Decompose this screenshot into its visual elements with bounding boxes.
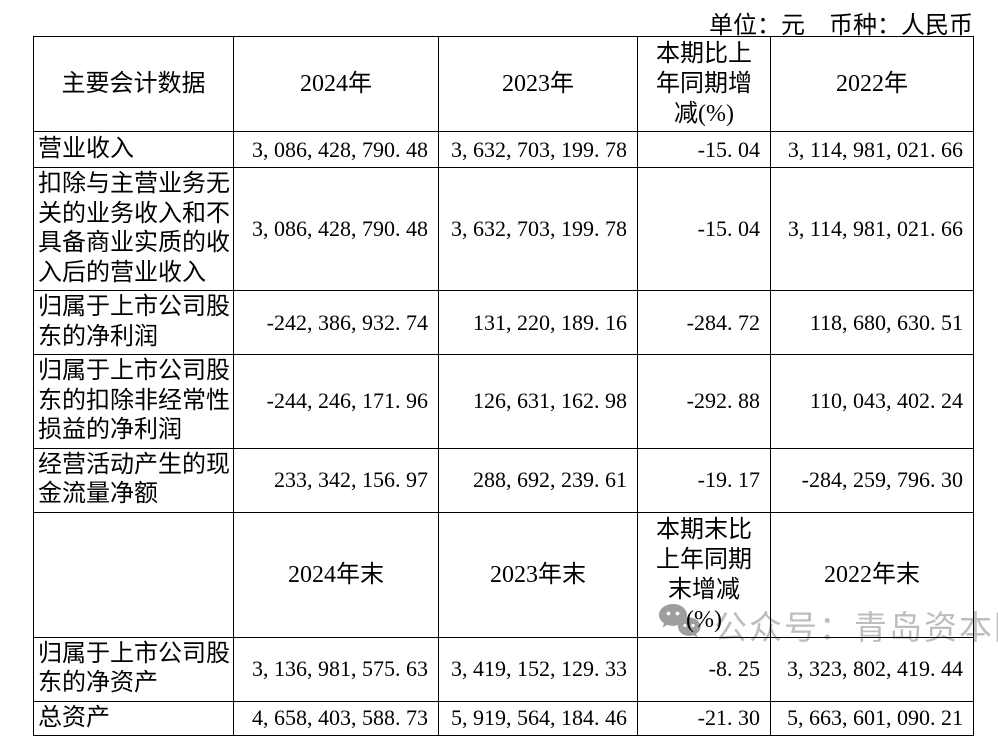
header-2024: 2024年 xyxy=(233,36,439,132)
row-label: 归属于上市公司股东的净利润 xyxy=(33,290,234,356)
value-yoy-pct: -15. 04 xyxy=(637,131,771,168)
row-label: 经营活动产生的现金流量净额 xyxy=(33,447,234,513)
value-yoy-pct: -15. 04 xyxy=(637,166,771,292)
table-header-row-period-end: 2024年末 2023年末 本期末比上年同期末增减(%) 2022年末 xyxy=(33,511,974,638)
unit-currency-note: 单位：元 币种：人民币 xyxy=(709,13,973,39)
header-yoy-change: 本期比上年同期增减(%) xyxy=(637,36,771,132)
value-2022-end: 5, 663, 601, 090. 21 xyxy=(770,700,974,736)
value-2023: 288, 692, 239. 61 xyxy=(438,447,638,513)
row-label: 归属于上市公司股东的净资产 xyxy=(33,636,234,702)
value-2022: 3, 114, 981, 021. 66 xyxy=(770,131,974,168)
row-label: 总资产 xyxy=(33,700,234,736)
table-row-total-assets: 总资产 4, 658, 403, 588. 73 5, 919, 564, 18… xyxy=(33,700,974,736)
header-2024-end: 2024年末 xyxy=(233,511,439,638)
table-row-net-profit: 归属于上市公司股东的净利润 -242, 386, 932. 74 131, 22… xyxy=(33,290,974,356)
row-label: 归属于上市公司股东的扣除非经常性损益的净利润 xyxy=(33,354,234,449)
table-row-operating-cashflow: 经营活动产生的现金流量净额 233, 342, 156. 97 288, 692… xyxy=(33,447,974,513)
document-page: { "page": { "unit_line": "单位：元 币种：人民币" }… xyxy=(33,13,998,736)
value-yoy-pct: -19. 17 xyxy=(637,447,771,513)
header-2023-end: 2023年末 xyxy=(438,511,638,638)
value-2024: -242, 386, 932. 74 xyxy=(233,290,439,356)
value-2022: 3, 114, 981, 021. 66 xyxy=(770,166,974,292)
header-main-indicators: 主要会计数据 xyxy=(33,36,234,132)
value-2024: 3, 086, 428, 790. 48 xyxy=(233,131,439,168)
value-2022: 118, 680, 630. 51 xyxy=(770,290,974,356)
value-2022: -284, 259, 796. 30 xyxy=(770,447,974,513)
value-2023: 126, 631, 162. 98 xyxy=(438,354,638,449)
row-label: 扣除与主营业务无关的业务收入和不具备商业实质的收入后的营业收入 xyxy=(33,166,234,292)
table-row-adjusted-revenue: 扣除与主营业务无关的业务收入和不具备商业实质的收入后的营业收入 3, 086, … xyxy=(33,166,974,292)
value-2023: 3, 632, 703, 199. 78 xyxy=(438,166,638,292)
value-2022: 110, 043, 402. 24 xyxy=(770,354,974,449)
value-2024: 233, 342, 156. 97 xyxy=(233,447,439,513)
header-2022: 2022年 xyxy=(770,36,974,132)
value-yoy-pct: -292. 88 xyxy=(637,354,771,449)
table-row-revenue: 营业收入 3, 086, 428, 790. 48 3, 632, 703, 1… xyxy=(33,131,974,168)
value-2024: 3, 086, 428, 790. 48 xyxy=(233,166,439,292)
header-2022-end: 2022年末 xyxy=(770,511,974,638)
value-2023-end: 5, 919, 564, 184. 46 xyxy=(438,700,638,736)
value-2024: -244, 246, 171. 96 xyxy=(233,354,439,449)
header-end-yoy-change: 本期末比上年同期末增减(%) xyxy=(637,511,771,638)
header-2023: 2023年 xyxy=(438,36,638,132)
value-2022-end: 3, 323, 802, 419. 44 xyxy=(770,636,974,702)
row-label: 营业收入 xyxy=(33,131,234,168)
table-row-net-assets: 归属于上市公司股东的净资产 3, 136, 981, 575. 63 3, 41… xyxy=(33,636,974,702)
value-2023-end: 3, 419, 152, 129. 33 xyxy=(438,636,638,702)
table-header-row-annual: 主要会计数据 2024年 2023年 本期比上年同期增减(%) 2022年 xyxy=(33,36,974,132)
value-2024-end: 4, 658, 403, 588. 73 xyxy=(233,700,439,736)
value-yoy-pct: -284. 72 xyxy=(637,290,771,356)
header-blank xyxy=(33,511,234,638)
value-2023: 3, 632, 703, 199. 78 xyxy=(438,131,638,168)
value-end-yoy-pct: -8. 25 xyxy=(637,636,771,702)
value-end-yoy-pct: -21. 30 xyxy=(637,700,771,736)
value-2024-end: 3, 136, 981, 575. 63 xyxy=(233,636,439,702)
table-row-net-profit-excl-nonrecurring: 归属于上市公司股东的扣除非经常性损益的净利润 -244, 246, 171. 9… xyxy=(33,354,974,449)
value-2023: 131, 220, 189. 16 xyxy=(438,290,638,356)
key-accounting-data-table: 主要会计数据 2024年 2023年 本期比上年同期增减(%) 2022年 营业… xyxy=(33,36,974,736)
